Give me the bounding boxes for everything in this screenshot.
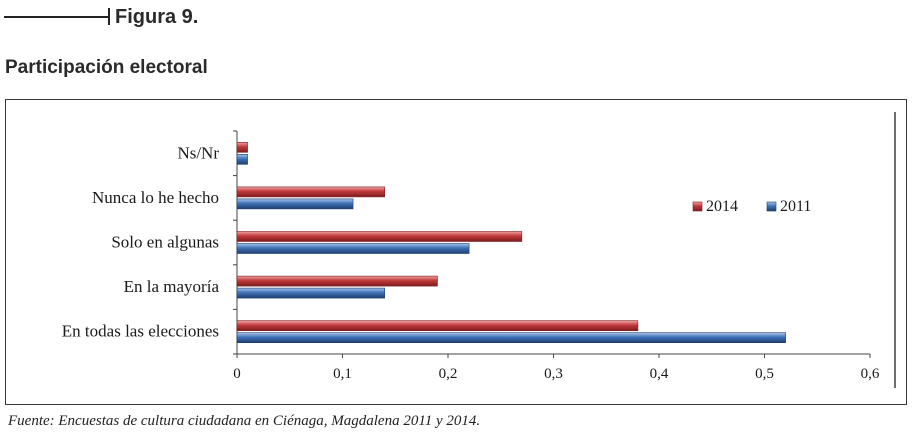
category-label: Ns/Nr [177,143,219,162]
bar-2011 [236,332,786,344]
category-label: En la mayoría [124,277,220,296]
bar-2014 [236,320,639,332]
bar-2014 [236,275,438,287]
bar-2014 [236,142,248,153]
chart-frame [5,99,907,405]
bar-2011 [236,287,385,299]
bar-2011 [236,154,248,165]
bar-2014 [236,186,385,198]
x-tick-label: 0,6 [861,366,880,382]
category-label: Solo en algunas [111,233,219,252]
figure-rule-tick [108,8,110,25]
legend-label-2014: 2014 [706,198,738,215]
x-tick-label: 0,5 [755,366,774,382]
bar-2011 [236,198,354,210]
bar-2011 [236,243,470,254]
legend-swatch-2014 [692,201,703,212]
bar-2014 [236,231,523,242]
x-tick-label: 0 [233,366,241,382]
category-label: Nunca lo he hecho [92,188,219,207]
x-tick-label: 0,3 [544,366,563,382]
x-tick-label: 0,1 [333,366,352,382]
source-note: Fuente: Encuestas de cultura ciudadana e… [8,413,481,429]
x-tick-label: 0,2 [439,366,458,382]
x-tick-label: 0,4 [650,366,669,382]
legend-label-2011: 2011 [780,198,811,215]
figure-label: Figura 9. [115,6,199,28]
legend-swatch-2011 [766,201,777,212]
category-label: En todas las elecciones [62,322,219,341]
section-title: Participación electoral [5,57,208,78]
figure-rule [4,16,109,18]
